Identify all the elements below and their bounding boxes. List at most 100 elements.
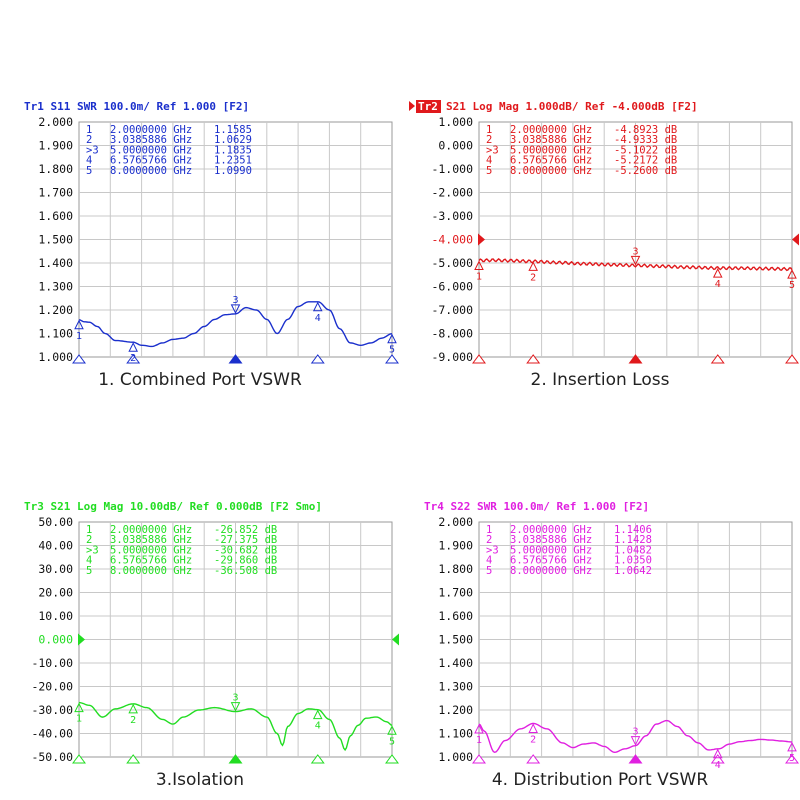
y-tick-label: 50.00 — [38, 515, 73, 529]
trace-marker-icon — [528, 261, 538, 271]
marker-readout-row: 5 8.0000000 GHz -36.508 dB — [86, 565, 277, 577]
trace-marker-label: 3 — [232, 693, 238, 704]
trace-marker-icon — [74, 319, 84, 330]
trace-header: Tr4 S22 SWR 100.0m/ Ref 1.000 [F2] — [424, 500, 649, 513]
axis-marker-icon — [526, 754, 541, 764]
trace-tag: Tr2 — [418, 100, 438, 113]
y-tick-label: 1.700 — [438, 586, 473, 600]
axis-marker-icon — [526, 354, 541, 364]
trace-header: Tr1 S11 SWR 100.0m/ Ref 1.000 [F2] — [24, 100, 249, 113]
y-tick-label: 1.000 — [438, 115, 473, 129]
chart-svg: Tr3 S21 Log Mag 10.00dB/ Ref 0.000dB [F2… — [24, 500, 399, 764]
marker-readout-row: 2 3.0385886 GHz -27.375 dB — [86, 534, 277, 546]
y-tick-label: 1.900 — [438, 539, 473, 553]
trace-marker-icon — [787, 268, 797, 279]
marker-readout-row: >3 5.0000000 GHz 1.1835 — [86, 144, 252, 156]
trace-tag-box — [416, 100, 441, 113]
reference-right-arrow-icon — [392, 633, 399, 646]
y-tick-label: 1.600 — [38, 209, 73, 223]
marker-readout-row: >3 5.0000000 GHz 1.0482 — [486, 544, 652, 556]
y-tick-label: -7.000 — [431, 303, 473, 317]
axis-marker-icon — [72, 754, 86, 764]
reference-left-arrow-icon — [478, 233, 485, 246]
y-tick-label: -20.00 — [31, 680, 73, 694]
y-tick-label: -40.00 — [31, 727, 73, 741]
y-tick-label: 1.400 — [38, 256, 73, 270]
y-tick-label: -2.000 — [431, 186, 473, 200]
trace-marker-label: 2 — [130, 353, 136, 364]
trace-marker-label: 1 — [76, 331, 82, 342]
y-tick-label: 1.200 — [438, 703, 473, 717]
trace-marker-icon — [230, 304, 241, 314]
trace-marker-icon — [712, 748, 723, 759]
panel-caption: 4. Distribution Port VSWR — [491, 770, 709, 790]
trace-marker-icon — [387, 333, 397, 344]
trace-marker-label: 5 — [789, 753, 795, 764]
trace-marker-icon — [630, 255, 641, 266]
chart-svg: Tr4 S22 SWR 100.0m/ Ref 1.000 [F2] 2.000 1… — [424, 500, 799, 771]
trace-marker-icon — [387, 725, 397, 735]
axis-marker-icon — [228, 354, 243, 364]
reference-right-arrow-icon — [792, 233, 799, 246]
trace-marker-label: 4 — [715, 760, 721, 771]
marker-readout-row: 5 8.0000000 GHz 1.0990 — [86, 165, 252, 177]
y-tick-label: 1.000 — [438, 750, 473, 764]
y-tick-label: 1.200 — [38, 303, 73, 317]
axis-marker-icon — [385, 354, 399, 364]
marker-readout-row: >3 5.0000000 GHz -5.1022 dB — [486, 144, 677, 156]
marker-readout-row: 5 8.0000000 GHz -5.2600 dB — [486, 165, 677, 177]
marker-readout-row: 2 3.0385886 GHz -4.9333 dB — [486, 134, 677, 146]
y-tick-label: -8.000 — [431, 327, 473, 341]
trace-marker-icon — [312, 709, 323, 720]
marker-readout-row: 5 8.0000000 GHz 1.0642 — [486, 565, 652, 577]
axis-marker-icon — [385, 754, 399, 764]
trace-marker-label: 5 — [389, 345, 395, 356]
axis-marker-icon — [72, 354, 86, 364]
panel-caption: 3.Isolation — [155, 770, 245, 790]
trace-marker-label: 4 — [315, 721, 321, 732]
y-tick-label: 1.800 — [438, 562, 473, 576]
axis-marker-icon — [472, 754, 486, 764]
y-tick-label: -30.00 — [31, 703, 73, 717]
marker-readout-row: 2 3.0385886 GHz 1.1428 — [486, 534, 652, 546]
axis-marker-icon — [310, 354, 325, 364]
axis-marker-icon — [785, 754, 799, 764]
marker-readout-row: 1 2.0000000 GHz -4.8923 dB — [486, 124, 677, 136]
y-tick-label: 1.100 — [438, 727, 473, 741]
reference-left-arrow-icon — [78, 633, 85, 646]
panel-caption: 1. Combined Port VSWR — [98, 370, 302, 390]
trace-marker-label: 1 — [476, 271, 482, 282]
marker-readout-row: 4 6.5765766 GHz -29.860 dB — [86, 555, 277, 567]
marker-readout-row: >3 5.0000000 GHz -30.682 dB — [86, 544, 277, 556]
active-trace-arrow-icon — [409, 101, 415, 111]
y-tick-label: 1.700 — [38, 186, 73, 200]
marker-readout-row: 1 2.0000000 GHz 1.1406 — [486, 524, 652, 536]
axis-marker-icon — [126, 754, 141, 764]
trace-marker-icon — [230, 702, 241, 712]
y-tick-label: -3.000 — [431, 209, 473, 223]
axis-marker-icon — [785, 354, 799, 364]
vswr-combined-port-panel: Tr1 S11 SWR 100.0m/ Ref 1.000 [F2] 2.000 1… — [0, 0, 400, 400]
y-tick-label: -4.000 — [431, 233, 473, 247]
y-tick-label: 1.400 — [438, 656, 473, 670]
y-tick-label: 1.500 — [438, 633, 473, 647]
panel-caption: 2. Insertion Loss — [530, 370, 670, 390]
y-tick-label: 10.00 — [38, 609, 73, 623]
insertion-loss-panel: Tr2 S21 Log Mag 1.000dB/ Ref -4.000dB [F2… — [400, 0, 800, 400]
trace-marker-icon — [74, 702, 84, 713]
marker-readout-row: 1 2.0000000 GHz 1.1585 — [86, 124, 252, 136]
axis-marker-icon — [472, 354, 486, 364]
axis-marker-icon — [628, 754, 643, 764]
y-tick-label: 1.100 — [38, 327, 73, 341]
trace-header: S21 Log Mag 1.000dB/ Ref -4.000dB [F2] — [446, 100, 698, 113]
trace-marker-icon — [312, 301, 323, 312]
marker-readout-row: 4 6.5765766 GHz 1.2351 — [86, 155, 252, 167]
y-tick-label: 2.000 — [438, 515, 473, 529]
marker-readout-row: 4 6.5765766 GHz 1.0350 — [486, 555, 652, 567]
marker-readout-row: 4 6.5765766 GHz -5.2172 dB — [486, 155, 677, 167]
marker-readout-row: 2 3.0385886 GHz 1.0629 — [86, 134, 252, 146]
trace-marker-icon — [128, 342, 138, 352]
y-tick-label: 1.300 — [438, 680, 473, 694]
trace-marker-label: 2 — [530, 734, 536, 745]
trace-marker-icon — [128, 703, 138, 714]
